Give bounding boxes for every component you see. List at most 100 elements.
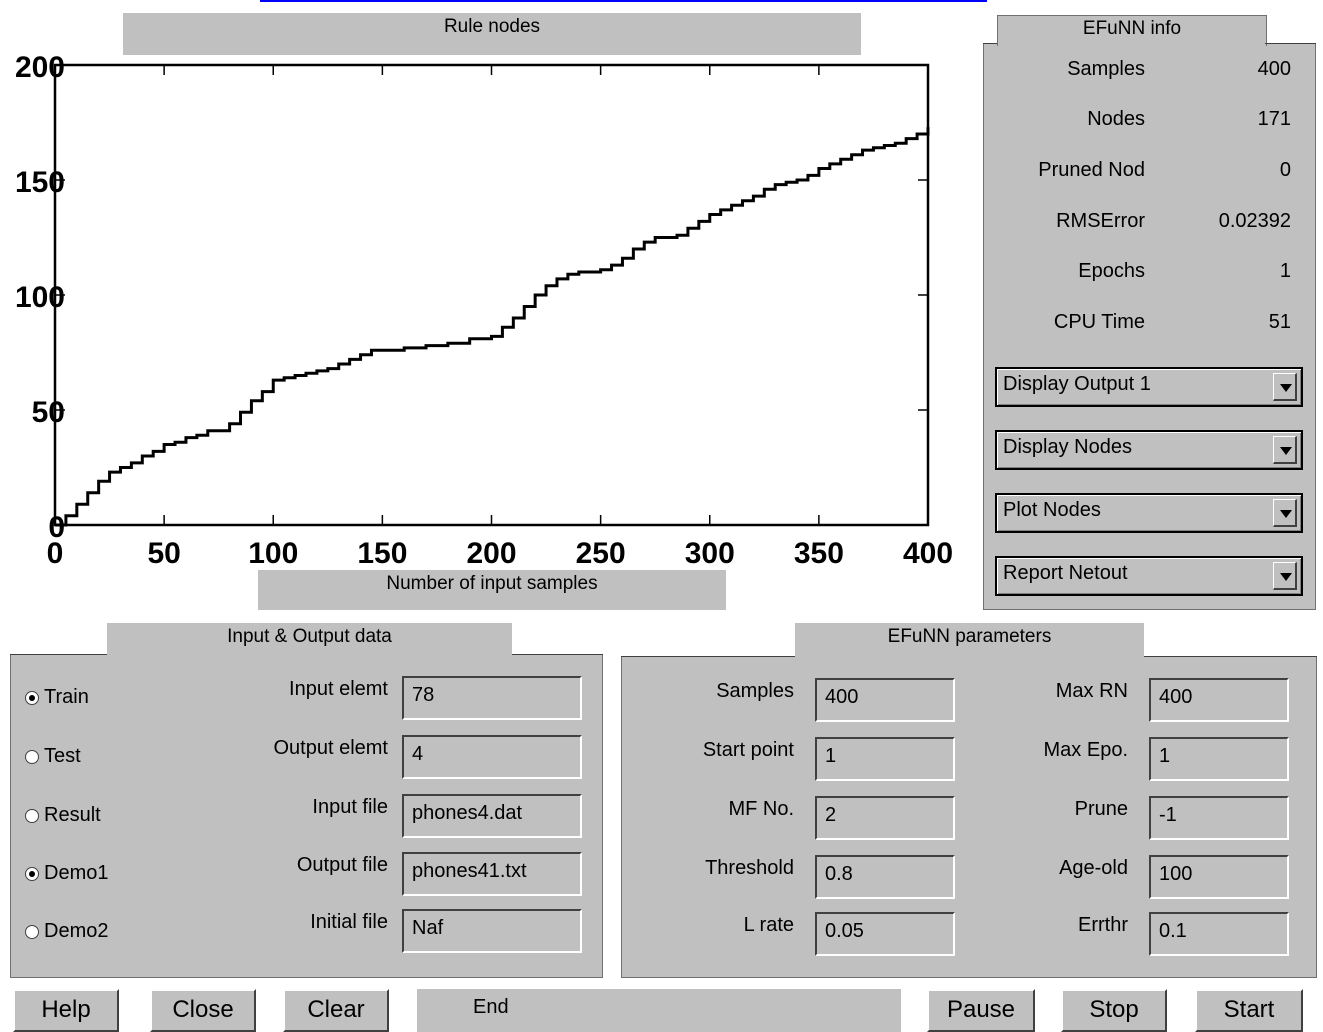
y-tick-label: 150	[15, 166, 65, 199]
radio-button-icon[interactable]	[25, 866, 39, 881]
info-value-epochs: 1	[1279, 260, 1291, 282]
samples-label: Samples	[716, 680, 794, 702]
io-panel-top-edge-right	[512, 654, 603, 655]
threshold-field[interactable]: 0.8	[815, 855, 955, 899]
radio-train[interactable]: Train	[25, 686, 89, 709]
radio-demo2[interactable]: Demo2	[25, 920, 108, 943]
series-line-rule-nodes	[55, 127, 930, 527]
output-file-label: Output file	[296, 854, 388, 876]
report-netout-dropdown[interactable]: Report Netout	[995, 556, 1303, 596]
info-panel-top-edge-right	[1265, 43, 1316, 44]
x-tick-label: 300	[685, 537, 735, 570]
plot-nodes-label: Plot Nodes	[1003, 499, 1101, 521]
radio-result-label: Result	[44, 804, 101, 826]
report-netout-label: Report Netout	[1003, 562, 1128, 584]
prune-field[interactable]: -1	[1149, 796, 1289, 840]
plot-nodes-dropdown[interactable]: Plot Nodes	[995, 493, 1303, 533]
start-button[interactable]: Start	[1195, 989, 1303, 1032]
x-tick-label: 50	[147, 537, 180, 570]
x-tick-label: 150	[357, 537, 407, 570]
x-axis-label: Number of input samples	[258, 570, 726, 610]
x-tick-label: 250	[576, 537, 626, 570]
radio-test-label: Test	[44, 745, 81, 767]
x-tick-label: 100	[248, 537, 298, 570]
max-epo-field[interactable]: 1	[1149, 737, 1289, 781]
params-panel-top-edge-right	[1144, 656, 1317, 657]
l-rate-field[interactable]: 0.05	[815, 912, 955, 956]
params-panel-top-edge-left	[621, 656, 795, 657]
input-elemt-field[interactable]: 78	[402, 676, 582, 720]
x-tick-label: 350	[794, 537, 844, 570]
stop-button[interactable]: Stop	[1061, 989, 1167, 1032]
rule-nodes-chart: 0 50 100 150 200 250 300 350 400 0 50 100 150 200	[15, 55, 953, 570]
pause-button[interactable]: Pause	[927, 989, 1035, 1032]
input-file-field[interactable]: phones4.dat	[402, 794, 582, 838]
chart-title: Rule nodes	[123, 13, 861, 55]
close-button[interactable]: Close	[150, 989, 256, 1032]
display-output-dropdown[interactable]: Display Output 1	[995, 367, 1303, 407]
info-label-cpu-time: CPU Time	[1053, 311, 1145, 333]
info-value-pruned-nod: 0	[1279, 159, 1291, 181]
radio-button-icon[interactable]	[25, 690, 39, 705]
chevron-down-icon[interactable]	[1273, 436, 1297, 464]
y-tick-label: 50	[32, 396, 65, 429]
samples-field[interactable]: 400	[815, 678, 955, 722]
x-tick-label: 200	[466, 537, 516, 570]
errthr-field[interactable]: 0.1	[1149, 912, 1289, 956]
x-tick-label: 0	[47, 537, 64, 570]
output-elemt-label: Output elemt	[273, 737, 388, 759]
clear-button[interactable]: Clear	[283, 989, 389, 1032]
chevron-down-icon[interactable]	[1273, 373, 1297, 401]
info-label-rmserror: RMSError	[1056, 210, 1145, 232]
radio-result[interactable]: Result	[25, 804, 101, 827]
chevron-down-icon[interactable]	[1273, 562, 1297, 590]
threshold-label: Threshold	[705, 857, 794, 879]
info-label-nodes: Nodes	[1087, 108, 1145, 130]
params-panel-title: EFuNN parameters	[795, 623, 1144, 657]
info-label-pruned-nod: Pruned Nod	[1038, 159, 1145, 181]
initial-file-label: Initial file	[310, 911, 388, 933]
radio-demo1-label: Demo1	[44, 862, 109, 884]
io-panel-top-edge-left	[10, 654, 107, 655]
radio-demo2-label: Demo2	[44, 920, 109, 942]
output-file-field[interactable]: phones41.txt	[402, 852, 582, 896]
output-elemt-field[interactable]: 4	[402, 735, 582, 779]
display-output-label: Display Output 1	[1003, 373, 1151, 395]
link-underline	[260, 0, 987, 2]
status-text: End	[473, 996, 509, 1018]
display-nodes-dropdown[interactable]: Display Nodes	[995, 430, 1303, 470]
chevron-down-icon[interactable]	[1273, 499, 1297, 527]
radio-test[interactable]: Test	[25, 745, 81, 768]
radio-train-label: Train	[44, 686, 89, 708]
max-epo-label: Max Epo.	[1043, 739, 1128, 761]
plot-frame	[53, 63, 930, 527]
info-panel-top-edge-left	[983, 43, 997, 44]
help-button[interactable]: Help	[13, 989, 119, 1032]
info-label-samples: Samples	[1067, 58, 1145, 80]
mf-no-label: MF No.	[728, 798, 794, 820]
y-tick-label: 0	[48, 511, 65, 544]
errthr-label: Errthr	[1078, 914, 1128, 936]
age-old-field[interactable]: 100	[1149, 855, 1289, 899]
max-rn-label: Max RN	[1055, 680, 1128, 702]
radio-button-icon[interactable]	[25, 808, 39, 823]
radio-demo1[interactable]: Demo1	[25, 862, 108, 885]
start-point-label: Start point	[702, 739, 794, 761]
prune-label: Prune	[1074, 798, 1128, 820]
info-panel-title: EFuNN info	[997, 15, 1267, 46]
status-bar: End	[417, 989, 901, 1032]
y-tick-label: 200	[15, 55, 65, 84]
info-value-rmserror: 0.02392	[1218, 210, 1291, 232]
info-label-epochs: Epochs	[1078, 260, 1145, 282]
max-rn-field[interactable]: 400	[1149, 678, 1289, 722]
input-elemt-label: Input elemt	[289, 678, 388, 700]
info-value-nodes: 171	[1257, 108, 1291, 130]
y-tick-label: 100	[15, 281, 65, 314]
l-rate-label: L rate	[743, 914, 794, 936]
start-point-field[interactable]: 1	[815, 737, 955, 781]
initial-file-field[interactable]: Naf	[402, 909, 582, 953]
radio-button-icon[interactable]	[25, 924, 39, 939]
mf-no-field[interactable]: 2	[815, 796, 955, 840]
age-old-label: Age-old	[1059, 857, 1128, 879]
radio-button-icon[interactable]	[25, 749, 39, 764]
